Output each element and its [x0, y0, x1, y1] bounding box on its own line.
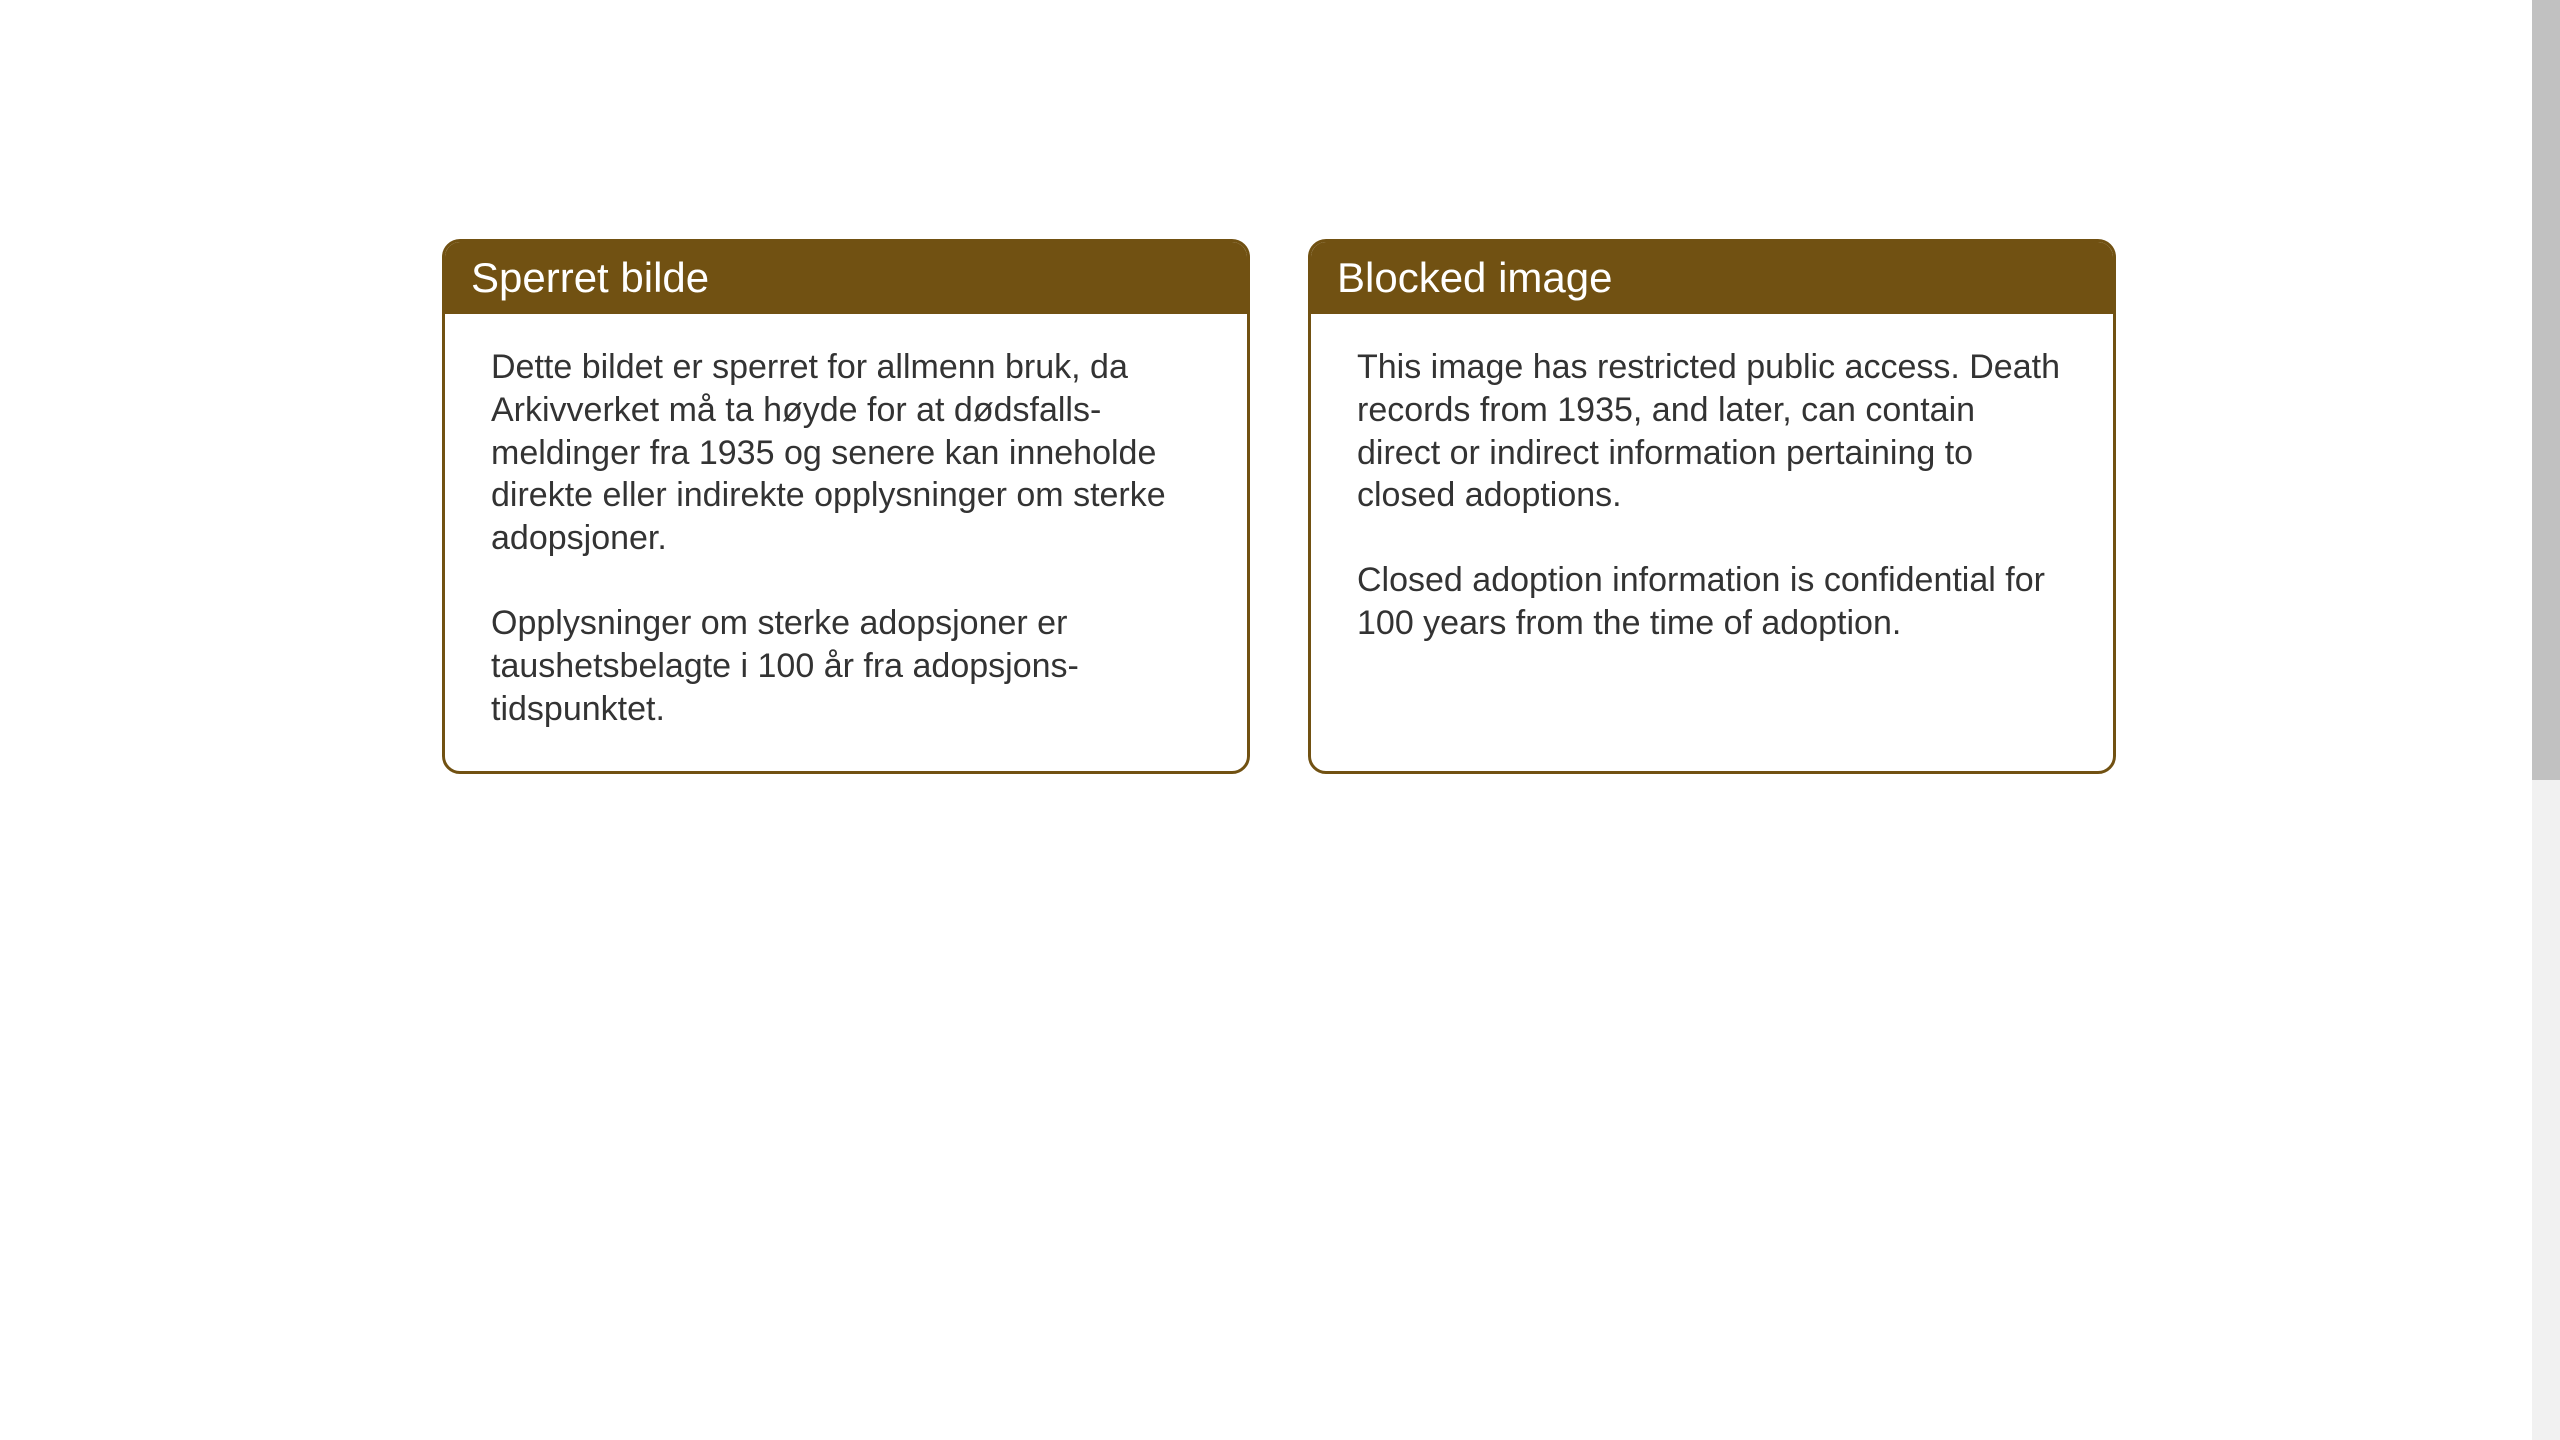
notice-container: Sperret bilde Dette bildet er sperret fo… — [442, 239, 2116, 774]
norwegian-paragraph-1: Dette bildet er sperret for allmenn bruk… — [491, 346, 1201, 560]
card-header-english: Blocked image — [1311, 242, 2113, 314]
scrollbar-thumb[interactable] — [2532, 0, 2560, 780]
norwegian-paragraph-2: Opplysninger om sterke adopsjoner er tau… — [491, 602, 1201, 730]
english-paragraph-2: Closed adoption information is confident… — [1357, 559, 2067, 645]
card-body-norwegian: Dette bildet er sperret for allmenn bruk… — [445, 314, 1247, 771]
scrollbar-track[interactable] — [2532, 0, 2560, 1440]
card-header-norwegian: Sperret bilde — [445, 242, 1247, 314]
english-paragraph-1: This image has restricted public access.… — [1357, 346, 2067, 517]
card-body-english: This image has restricted public access.… — [1311, 314, 2113, 685]
notice-card-norwegian: Sperret bilde Dette bildet er sperret fo… — [442, 239, 1250, 774]
notice-card-english: Blocked image This image has restricted … — [1308, 239, 2116, 774]
